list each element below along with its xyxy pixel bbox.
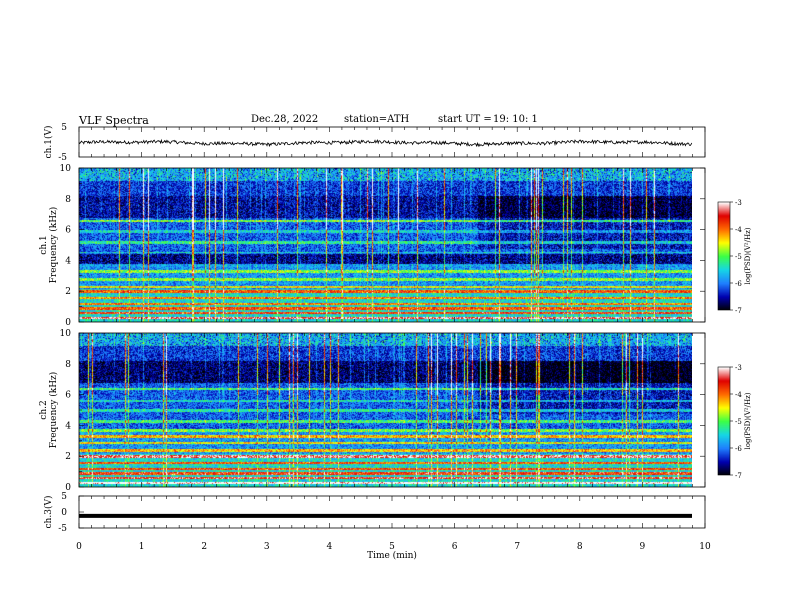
ch2-spec-y-tick-label: 6 (65, 391, 71, 401)
ch3-y-tick-label: -5 (58, 524, 67, 534)
ch1-y-tick-label: 5 (61, 123, 67, 133)
ch1-colorbar-label: log(PSD)(V²/Hz) (744, 227, 752, 284)
x-tick-label: 2 (201, 542, 207, 552)
date-label: Dec.28, 2022 (251, 114, 319, 125)
ch2-spec-y-tick-label: 2 (65, 452, 71, 462)
x-tick-label: 3 (264, 542, 270, 552)
start-ut-label: start UT = (438, 114, 492, 125)
ch2-spec-y-axis-label-freq: Frequency (kHz) (48, 372, 59, 449)
ch1-colorbar-tick-label: -5 (735, 253, 742, 261)
ch2-spec-y-axis-label-channel: ch.2 (39, 400, 49, 419)
ch1-spec-y-tick-label: 8 (65, 195, 71, 205)
ch1-colorbar-tick-label: -7 (735, 307, 742, 315)
ch1-y-axis-label: ch.1(V) (43, 126, 54, 159)
ch1-spec-y-tick-label: 2 (65, 287, 71, 297)
ch2-spectrogram-panel (79, 333, 692, 487)
ch2-colorbar-tick-label: -5 (735, 418, 742, 426)
ch1-colorbar (718, 202, 730, 310)
ch1-spec-y-tick-label: 4 (65, 256, 71, 266)
x-tick-label: 7 (514, 542, 520, 552)
station-label: station=ATH (344, 114, 410, 125)
x-tick-label: 5 (389, 542, 395, 552)
ch2-colorbar-tick-label: -3 (735, 364, 742, 372)
x-tick-label: 10 (699, 542, 711, 552)
ch2-spec-y-tick-label: 0 (65, 483, 71, 493)
ch2-colorbar-label: log(PSD)(V²/Hz) (744, 392, 752, 449)
x-axis-label: Time (min) (367, 550, 417, 561)
x-tick-label: 4 (327, 542, 333, 552)
ch1-spectrogram-image (79, 168, 692, 322)
ch3-y-axis-label: ch.3(V) (43, 496, 54, 529)
ch2-spec-y-tick-label: 8 (65, 360, 71, 370)
ch1-colorbar-tick-label: -4 (735, 226, 742, 234)
ch2-spectrogram-image (79, 333, 692, 487)
ch1-colorbar-image (718, 202, 730, 310)
x-tick-label: 8 (577, 542, 583, 552)
ch2-colorbar-tick-label: -7 (735, 472, 742, 480)
ch1-y-tick-label: -5 (58, 153, 67, 163)
ch3-y-tick-label: 0 (61, 508, 67, 518)
ch1-colorbar-tick-label: -6 (735, 280, 742, 288)
start-time-value: 19: 10: 1 (493, 114, 538, 125)
ch1-spec-y-tick-label: 6 (65, 226, 71, 236)
x-tick-label: 9 (640, 542, 646, 552)
ch2-spec-y-tick-label: 10 (60, 329, 72, 339)
ch1-colorbar-tick-label: -3 (735, 199, 742, 207)
ch2-colorbar-tick-label: -6 (735, 445, 742, 453)
figure-title: VLF Spectra (79, 114, 149, 127)
ch1-voltage-line (78, 138, 693, 148)
ch2-colorbar-image (718, 367, 730, 475)
ch2-spec-y-tick-label: 4 (65, 421, 71, 431)
x-tick-label: 6 (452, 542, 458, 552)
ch3-y-tick-label: 5 (61, 492, 67, 502)
x-tick-label: 0 (76, 542, 82, 552)
ch1-spec-y-axis-label-channel: ch.1 (39, 235, 49, 254)
ch2-colorbar-tick-label: -4 (735, 391, 742, 399)
ch1-spec-y-axis-label-freq: Frequency (kHz) (48, 207, 59, 284)
ch1-spectrogram-panel (79, 168, 692, 322)
ch1-spec-y-tick-label: 0 (65, 318, 71, 328)
ch1-spec-y-tick-label: 10 (60, 164, 72, 174)
x-tick-label: 1 (139, 542, 145, 552)
ch2-colorbar (718, 367, 730, 475)
ch1-voltage-panel (78, 138, 693, 148)
